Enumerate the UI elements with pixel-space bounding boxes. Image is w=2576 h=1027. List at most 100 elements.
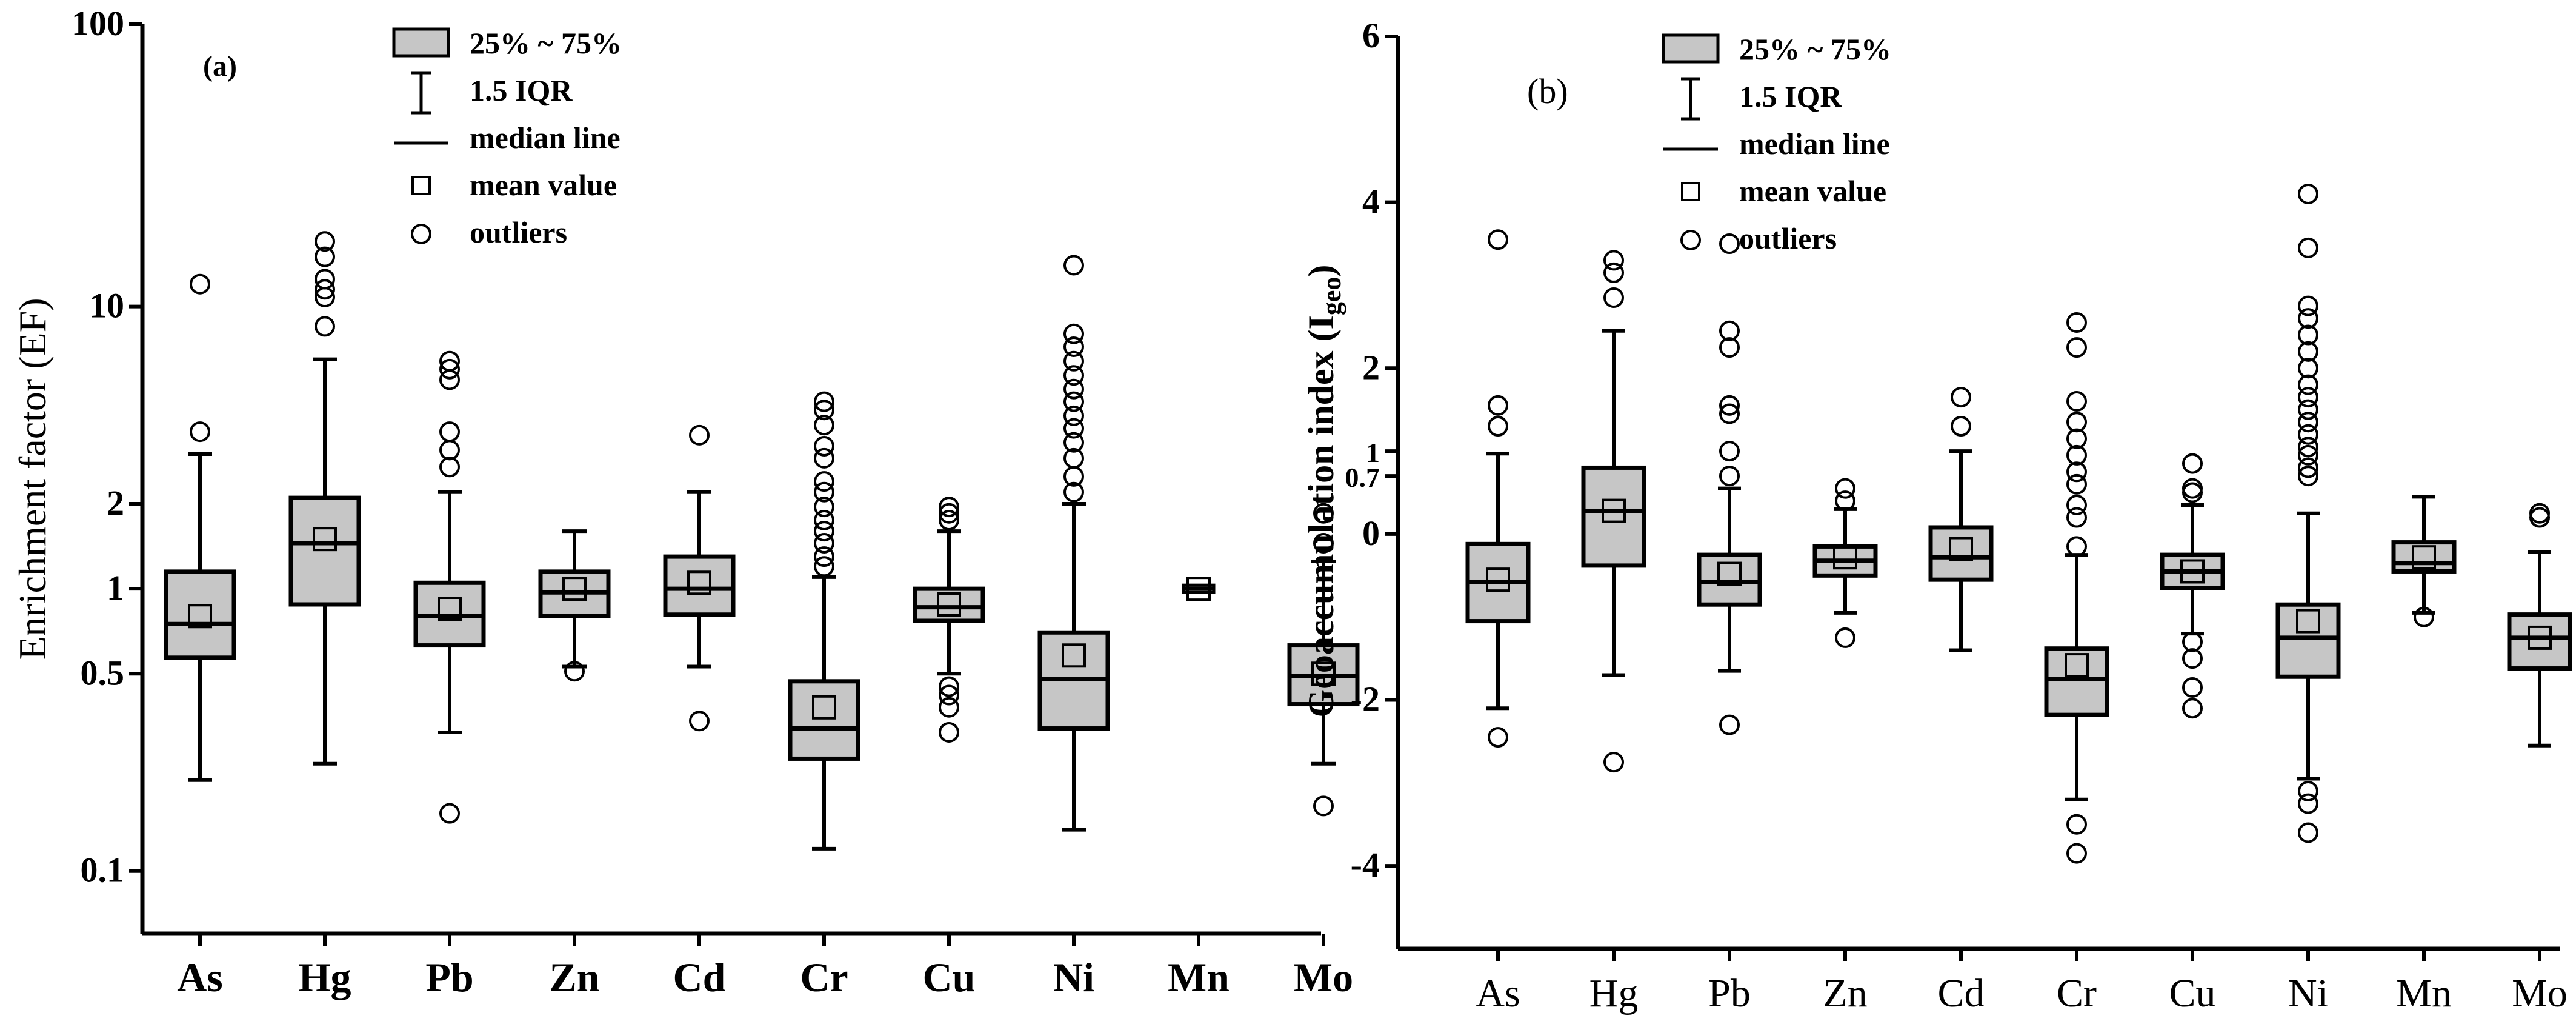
legend-square-symbol <box>411 176 431 195</box>
outlier-point <box>814 533 834 554</box>
outlier-point <box>2066 461 2087 483</box>
outlier-point <box>2298 183 2318 204</box>
box-mn <box>1182 577 1216 601</box>
mean-marker <box>1833 545 1857 570</box>
outlier-point <box>2298 358 2318 379</box>
y-tick-label: 0.5 <box>81 653 125 692</box>
outlier-point <box>814 400 834 421</box>
y-tick-label: 1 <box>107 568 124 607</box>
box-cr <box>2044 312 2109 864</box>
panel-a: 0.1 0.5 1 2 10 100 As Hg Pb Zn Cd Cr Cu Ni Mn Mo (a) Enri… <box>11 4 1360 1000</box>
outlier-point <box>564 661 585 682</box>
outlier-point <box>1063 255 1084 276</box>
mean-marker <box>188 604 212 629</box>
outlier-point <box>2066 495 2087 516</box>
y-tick-label: 2 <box>107 483 124 523</box>
legend: 25% ~ 75% 1.5 IQR median line mean value out… <box>392 26 622 249</box>
outlier-point <box>2298 374 2318 395</box>
legend-label: mean value <box>470 168 617 202</box>
panel-label: (b) <box>1527 72 1568 111</box>
outlier-point <box>1063 481 1084 503</box>
outlier-point <box>2298 466 2318 487</box>
mean-marker <box>2296 609 2320 634</box>
iqr-box <box>164 569 236 660</box>
outlier-point <box>1719 403 1740 424</box>
y-tick-label: 2 <box>1362 347 1380 387</box>
box-cd <box>663 424 736 732</box>
x-tick-label: Hg <box>1589 971 1639 1015</box>
iqr-box <box>2391 540 2457 574</box>
outlier-point <box>439 358 460 380</box>
box-ni <box>2275 183 2341 843</box>
outlier-point <box>2182 648 2203 669</box>
outlier-point <box>1063 365 1084 386</box>
legend-circle-symbol <box>411 224 431 244</box>
outlier-point <box>1719 233 1740 255</box>
y-tick-label: -2 <box>1351 680 1380 719</box>
outlier-point <box>814 521 834 542</box>
legend-label: outliers <box>1739 221 1837 255</box>
y-axis-title-suffix: ) <box>1301 265 1341 277</box>
outlier-point <box>1063 336 1084 357</box>
outlier-point <box>1719 466 1740 487</box>
outlier-point <box>2529 507 2550 528</box>
outlier-point <box>814 556 834 577</box>
legend-label: 25% ~ 75% <box>470 26 622 60</box>
y-tick-label: -4 <box>1351 845 1380 885</box>
outlier-point <box>1603 287 1624 308</box>
outlier-point <box>439 350 460 372</box>
outlier-point <box>2298 324 2318 346</box>
y-axis-title: Enrichment factor (EF) <box>11 298 54 660</box>
outlier-point <box>939 684 959 706</box>
outlier-point <box>439 369 460 390</box>
mean-marker <box>2528 625 2552 650</box>
outlier-point <box>2066 444 2087 466</box>
outlier-point <box>2529 503 2550 524</box>
x-tick-label: Cd <box>1937 971 1984 1015</box>
y-axis-title-main: Geoaccumulation index (I <box>1301 315 1341 717</box>
box-as <box>164 273 236 782</box>
y-tick-label: 6 <box>1362 16 1380 55</box>
y-axis-title-subscript: geo <box>1317 277 1346 316</box>
x-tick-label: Mn <box>2396 971 2452 1015</box>
outlier-point <box>939 503 959 524</box>
x-tick-label: Cu <box>923 954 976 1000</box>
outlier-point <box>939 497 959 518</box>
box-ni <box>1037 255 1110 832</box>
box-hg <box>1581 250 1646 773</box>
outlier-point <box>2414 606 2434 627</box>
box-cu <box>2160 453 2225 719</box>
outlier-point <box>315 246 335 267</box>
outlier-point <box>1313 533 1334 554</box>
x-tick-label: As <box>177 954 223 1000</box>
mean-marker <box>2412 545 2436 570</box>
x-tick-label: Pb <box>1708 971 1751 1015</box>
box-pb <box>413 350 486 824</box>
outlier-point <box>439 421 460 443</box>
outlier-point <box>814 481 834 503</box>
box-pb <box>1697 233 1762 735</box>
outlier-point <box>1063 378 1084 400</box>
legend-label: 1.5 IQR <box>1739 79 1842 113</box>
outlier-point <box>2066 473 2087 495</box>
outlier-point <box>939 697 959 718</box>
box-cu <box>913 497 985 743</box>
outlier-point <box>2182 453 2203 474</box>
outlier-point <box>1603 250 1624 271</box>
outlier-point <box>814 435 834 457</box>
legend: 25% ~ 75% 1.5 IQR median line mean value out… <box>1662 32 1891 255</box>
outlier-point <box>2066 843 2087 864</box>
outlier-point <box>2298 341 2318 362</box>
outlier-point <box>2298 822 2318 843</box>
mean-marker <box>1311 661 1336 686</box>
outlier-point <box>439 457 460 478</box>
legend-square-symbol <box>1681 182 1700 201</box>
legend-label: outliers <box>470 215 567 249</box>
outlier-point <box>814 546 834 567</box>
y-tick-label: 100 <box>72 4 124 43</box>
y-tick-label: 1 <box>1366 437 1380 468</box>
mean-marker <box>1186 577 1211 601</box>
x-tick-label: Mn <box>1168 954 1230 1000</box>
outlier-point <box>1488 229 1508 250</box>
box-cd <box>1928 387 1994 652</box>
